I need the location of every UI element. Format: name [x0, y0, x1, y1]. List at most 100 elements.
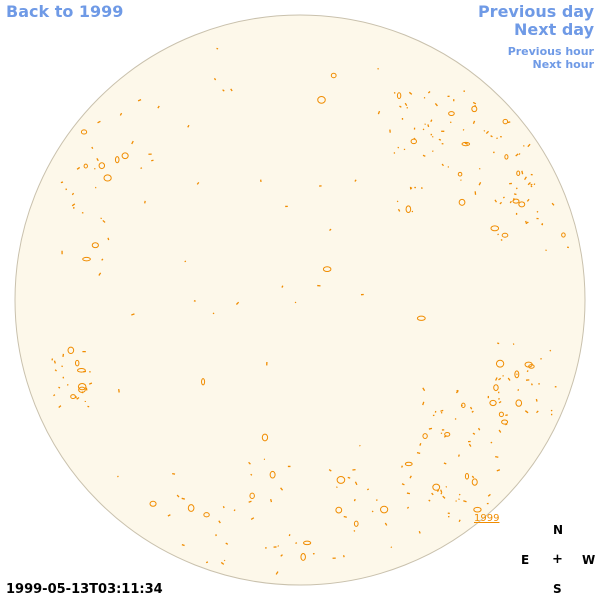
contour-mark	[430, 119, 433, 123]
contour-mark	[66, 383, 69, 386]
contour-mark	[353, 520, 359, 527]
contour-mark	[524, 176, 527, 181]
contour-mark	[404, 102, 408, 107]
contour-mark	[471, 105, 478, 113]
contour-mark	[515, 153, 519, 157]
contour-mark	[335, 506, 343, 514]
contour-mark	[507, 377, 511, 381]
contour-mark	[502, 118, 509, 125]
contour-mark	[371, 510, 374, 513]
contour-mark	[551, 202, 555, 206]
contour-mark	[176, 494, 180, 498]
contour-mark	[80, 129, 88, 135]
contour-mark	[60, 181, 64, 184]
contour-mark	[277, 545, 279, 547]
compass-center: +	[552, 552, 563, 567]
contour-mark	[431, 136, 434, 138]
contour-mark	[70, 394, 76, 400]
back-to-year-link[interactable]: Back to 1999	[6, 2, 124, 21]
contour-mark	[485, 130, 489, 134]
contour-mark	[167, 514, 171, 517]
contour-mark	[526, 370, 529, 373]
contour-mark	[455, 389, 459, 394]
contour-mark	[471, 410, 474, 413]
previous-day-link[interactable]: Previous day	[477, 2, 594, 21]
contour-mark	[88, 382, 93, 385]
contour-mark	[515, 399, 523, 407]
contour-mark	[490, 135, 493, 138]
contour-mark	[98, 272, 102, 276]
contour-mark	[280, 487, 284, 491]
contour-mark	[497, 342, 500, 345]
contour-mark	[131, 140, 134, 145]
contour-mark	[440, 409, 444, 412]
contour-mark	[58, 386, 61, 389]
contour-mark	[464, 142, 469, 145]
contour-mark	[472, 120, 476, 125]
contour-mark	[549, 349, 552, 352]
contour-mark	[220, 561, 225, 565]
contour-mark	[212, 312, 215, 315]
contour-mark	[343, 515, 347, 518]
contour-mark	[281, 285, 284, 288]
contour-mark	[434, 102, 438, 107]
contour-mark	[401, 465, 404, 468]
contour-mark	[181, 497, 185, 500]
contour-mark	[496, 137, 498, 140]
contour-mark	[527, 182, 531, 186]
contour-mark	[76, 166, 81, 170]
contour-mark	[223, 559, 226, 562]
contour-mark	[444, 431, 451, 437]
contour-mark	[490, 225, 500, 232]
contour-mark	[409, 475, 412, 479]
contour-mark	[213, 77, 217, 81]
contour-mark	[96, 158, 99, 162]
contour-mark	[184, 260, 187, 263]
next-hour-link[interactable]: Next hour	[532, 58, 595, 71]
contour-mark	[399, 105, 402, 108]
contour-mark	[250, 517, 255, 521]
contour-mark	[117, 475, 119, 478]
contour-mark	[561, 232, 566, 238]
previous-hour-link[interactable]: Previous hour	[507, 45, 594, 58]
contour-mark	[71, 203, 76, 207]
contour-mark	[498, 411, 504, 418]
compass-east: E	[521, 553, 530, 567]
contour-mark	[494, 199, 498, 203]
contour-mark	[354, 179, 357, 182]
contour-mark	[225, 542, 229, 545]
contour-mark	[149, 500, 157, 507]
contour-mark	[98, 162, 106, 170]
contour-mark	[472, 432, 476, 435]
contour-mark	[512, 198, 520, 204]
contour-mark	[404, 461, 413, 467]
contour-mark	[526, 221, 529, 224]
contour-mark	[496, 469, 501, 472]
contour-mark	[187, 124, 190, 128]
contour-mark	[507, 121, 511, 124]
contour-mark	[436, 489, 440, 492]
contour-mark	[536, 210, 539, 213]
next-day-link[interactable]: Next day	[514, 20, 594, 39]
contour-mark	[322, 266, 332, 273]
contour-mark	[103, 174, 112, 182]
contour-mark	[498, 377, 502, 381]
contour-mark	[347, 476, 351, 479]
contour-mark	[499, 201, 503, 205]
contour-mark	[428, 499, 431, 502]
contour-mark	[201, 378, 206, 386]
contour-mark	[249, 492, 255, 499]
contour-mark	[427, 124, 430, 128]
contour-mark	[67, 346, 75, 354]
contour-mark	[280, 554, 283, 557]
contour-mark	[295, 542, 298, 544]
compass-north: N	[553, 523, 564, 537]
contour-mark	[527, 143, 531, 148]
year-label[interactable]: 1999	[474, 513, 500, 524]
contour-mark	[91, 146, 94, 149]
contour-mark	[377, 110, 381, 115]
contour-mark	[526, 198, 530, 202]
contour-mark	[222, 505, 225, 509]
contour-mark	[300, 553, 306, 561]
